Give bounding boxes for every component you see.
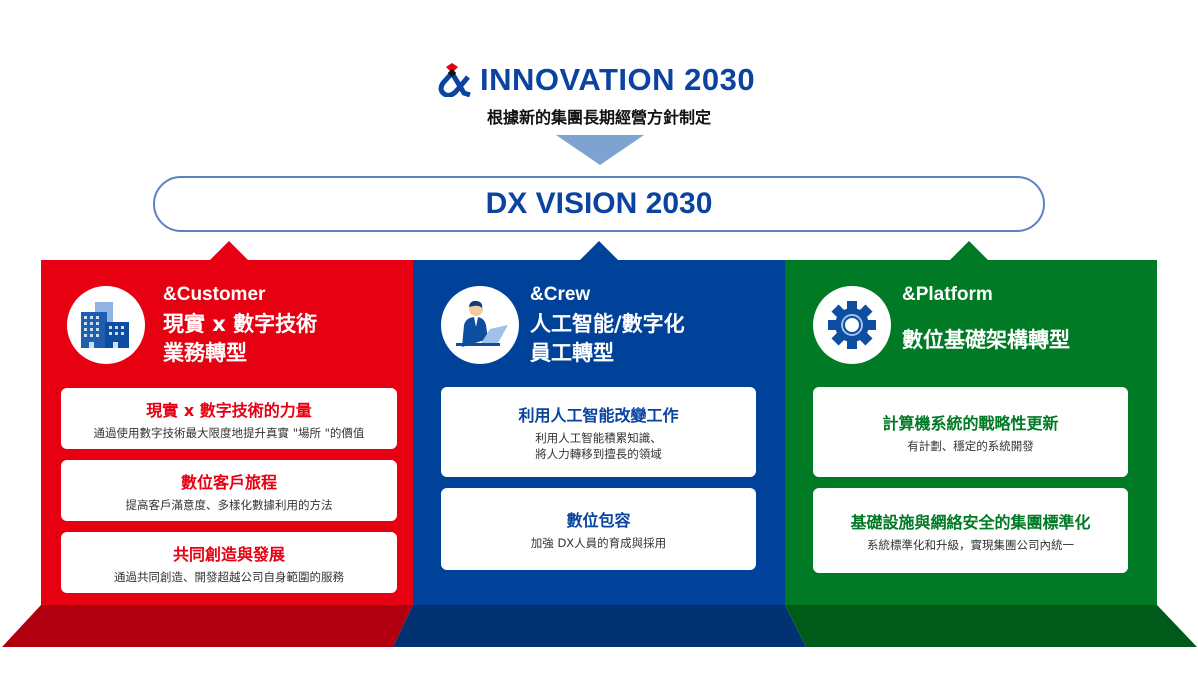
card-desc: 利用人工智能積累知識、 將人力轉移到擅長的領域 — [535, 431, 662, 461]
card: 數位包容 加強 DX人員的育成與採用 — [441, 488, 756, 570]
circle-icon-wrap — [441, 286, 519, 364]
card-desc: 提高客戶滿意度、多樣化數據利用的方法 — [125, 497, 333, 512]
building-icon — [81, 302, 129, 348]
panel-platform: &Platform 數位基礎架構轉型 計算機系統的戰略性更新 有計劃、穩定的系統… — [785, 260, 1157, 605]
innovation-logo: INNOVATION 2030 — [438, 62, 755, 98]
innovation-title: INNOVATION 2030 — [480, 62, 756, 97]
card-heading: 現實 x 數字技術的力量 — [146, 400, 312, 420]
card: 現實 x 數字技術的力量 通過使用數字技術最大限度地提升真實 "場所 "的價值 — [61, 388, 397, 449]
gear-icon — [828, 301, 876, 349]
card-desc: 加強 DX人員的育成與採用 — [530, 536, 667, 550]
pillar-tag: &Platform — [902, 284, 993, 305]
card-heading: 計算機系統的戰略性更新 — [882, 414, 1059, 433]
dx-vision-banner: DX VISION 2030 — [153, 176, 1045, 232]
base-red — [2, 605, 413, 647]
card-desc: 有計劃、穩定的系統開發 — [907, 439, 1034, 453]
pillar-title: 數位基礎架構轉型 — [902, 328, 1070, 352]
base-platform — [2, 605, 1197, 647]
pillar-tag: &Crew — [530, 284, 591, 305]
card: 數位客戶旅程 提高客戶滿意度、多樣化數據利用的方法 — [61, 460, 397, 521]
pillar-title: 人工智能/數字化 員工轉型 — [530, 312, 685, 365]
notch-blue — [579, 241, 619, 261]
notch-green — [949, 241, 989, 261]
pillar-tag: &Customer — [163, 284, 266, 305]
worker-laptop-icon — [456, 300, 508, 347]
card-heading: 數位包容 — [566, 511, 631, 530]
circle-icon-wrap — [67, 286, 145, 364]
down-arrow-icon — [556, 135, 644, 165]
notch-red — [209, 241, 249, 261]
ampersand-logo-icon — [438, 63, 471, 97]
card: 計算機系統的戰略性更新 有計劃、穩定的系統開發 — [813, 387, 1128, 477]
card-heading: 數位客戶旅程 — [180, 472, 277, 492]
card-desc: 通過使用數字技術最大限度地提升真實 "場所 "的價值 — [93, 425, 365, 440]
card-heading: 利用人工智能改變工作 — [518, 406, 679, 425]
card-desc: 通過共同創造、開發超越公司自身範圍的服務 — [114, 569, 344, 584]
pillar-title: 現實 x 數字技術 業務轉型 — [163, 312, 318, 365]
card-heading: 基礎設施與網絡安全的集團標準化 — [850, 512, 1091, 532]
subtitle: 根據新的集團長期經營方針制定 — [486, 108, 711, 127]
circle-icon-wrap — [813, 286, 891, 364]
card: 共同創造與發展 通過共同創造、開發超越公司自身範圍的服務 — [61, 532, 397, 593]
base-green — [785, 605, 1197, 647]
card: 利用人工智能改變工作 利用人工智能積累知識、 將人力轉移到擅長的領域 — [441, 387, 756, 477]
panel-customer: &Customer 現實 x 數字技術 業務轉型 現實 x 數字技術的力量 通過… — [41, 260, 413, 605]
card-heading: 共同創造與發展 — [172, 544, 285, 564]
panel-crew: &Crew 人工智能/數字化 員工轉型 利用人工智能改變工作 利用人工智能積累知… — [413, 260, 785, 605]
base-blue — [393, 605, 806, 647]
card-desc: 系統標準化和升級，實現集團公司內統一 — [867, 537, 1074, 552]
card: 基礎設施與網絡安全的集團標準化 系統標準化和升級，實現集團公司內統一 — [813, 488, 1128, 573]
